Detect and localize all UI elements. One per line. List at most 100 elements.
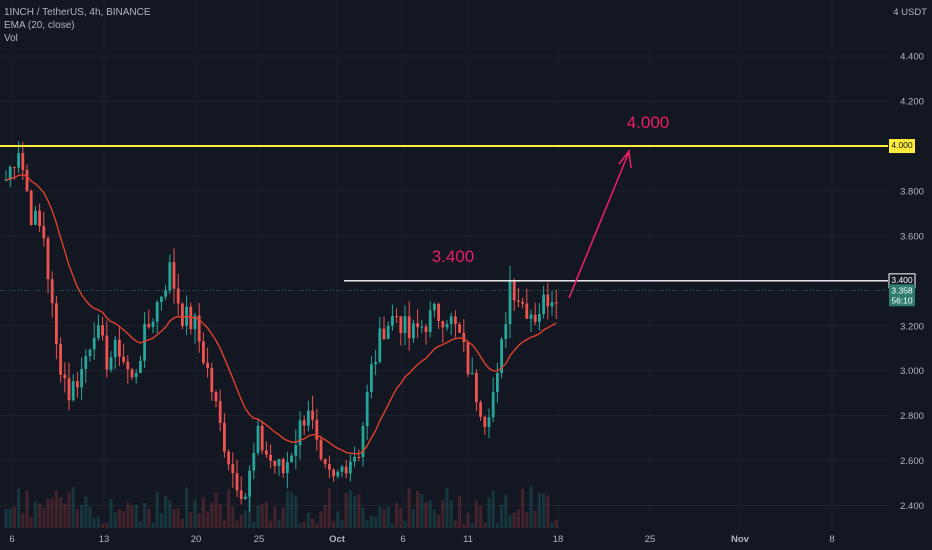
volume-bar xyxy=(138,521,142,528)
volume-bar xyxy=(101,523,105,528)
volume-bar xyxy=(185,487,189,528)
arrow-head-icon xyxy=(618,148,632,169)
candle-body xyxy=(521,301,524,304)
candle-body xyxy=(248,470,251,497)
candle-body xyxy=(315,419,319,440)
candle-body xyxy=(294,445,298,456)
volume-legend[interactable]: Vol xyxy=(4,33,18,44)
volume-bar xyxy=(84,496,88,528)
candle-body xyxy=(529,314,533,319)
volume-bar xyxy=(470,523,474,528)
volume-bar xyxy=(63,503,67,528)
candle-body xyxy=(365,391,369,427)
volume-bar xyxy=(256,505,260,528)
volume-bar xyxy=(323,505,327,528)
candle-body xyxy=(113,339,117,358)
volume-bar xyxy=(495,523,499,528)
volume-bar xyxy=(235,520,239,528)
volume-bar xyxy=(525,512,529,528)
candle-body xyxy=(109,357,113,370)
y-tick-label: 4.400 xyxy=(900,52,924,63)
candle-body xyxy=(357,456,361,458)
volume-bar xyxy=(210,502,214,528)
candle-body xyxy=(407,316,411,339)
volume-bar xyxy=(437,514,441,528)
candle-body xyxy=(277,458,281,466)
candle-body xyxy=(17,152,20,168)
volume-bar xyxy=(164,496,168,528)
volume-bar xyxy=(243,510,247,528)
y-tick-label: 3.000 xyxy=(900,366,924,377)
candle-body xyxy=(155,302,159,322)
volume-bar xyxy=(143,502,147,528)
volume-bar xyxy=(33,501,37,528)
volume-bar xyxy=(193,500,197,528)
volume-bar xyxy=(542,493,546,528)
volume-bar xyxy=(222,520,226,528)
volume-bar xyxy=(172,509,176,528)
price-axis[interactable]: 4 USDT 4.400 4.200 3.800 3.600 3.200 3.000 2.80… xyxy=(888,0,932,550)
volume-bar xyxy=(260,504,264,528)
ema-legend[interactable]: EMA (20, close) xyxy=(4,20,75,31)
candle-body xyxy=(80,369,83,388)
candle-body xyxy=(97,325,100,338)
candle-body xyxy=(441,320,445,328)
candle-body xyxy=(139,360,142,373)
candle-body xyxy=(323,459,327,465)
candle-body xyxy=(286,462,289,474)
y-tick-label: 2.600 xyxy=(900,456,924,467)
volume-bar xyxy=(227,488,231,528)
volume-bar xyxy=(25,490,29,528)
candle-body xyxy=(67,378,71,401)
candle-body xyxy=(130,369,134,378)
candle-body xyxy=(449,316,453,324)
candle-body xyxy=(29,190,33,225)
level-tag-text: 3.400 xyxy=(891,275,913,285)
x-tick-label: Oct xyxy=(329,534,346,545)
chart-legend: 1INCH / TetherUS, 4h, BINANCE EMA (20, c… xyxy=(4,6,151,45)
candle-body xyxy=(517,300,520,302)
y-tick-label: 3.200 xyxy=(900,321,924,332)
ema-line xyxy=(5,174,557,455)
candle-body xyxy=(34,210,37,225)
volume-bar xyxy=(348,490,352,528)
candle-body xyxy=(160,296,163,303)
candle-body xyxy=(378,328,382,363)
volume-bar xyxy=(67,492,71,528)
volume-bar xyxy=(483,522,487,528)
volume-bar xyxy=(466,512,470,528)
volume-bar xyxy=(4,508,8,528)
candle-body xyxy=(332,469,335,477)
candle-body xyxy=(63,374,67,379)
candle-body xyxy=(8,166,12,181)
candle-body xyxy=(328,464,331,470)
candle-body xyxy=(475,373,478,403)
x-tick-label: 8 xyxy=(829,534,834,545)
volume-bar xyxy=(206,511,210,528)
candle-body xyxy=(391,315,394,326)
candle-body xyxy=(550,302,554,307)
volume-bar xyxy=(294,495,298,528)
volume-bar xyxy=(214,492,218,528)
volume-bar xyxy=(54,490,58,528)
candle-body xyxy=(84,356,88,370)
volume-bar xyxy=(122,510,126,528)
volume-bar xyxy=(474,500,478,528)
candle-body xyxy=(437,303,440,321)
volume-bar xyxy=(315,523,319,528)
candle-body xyxy=(554,302,558,304)
symbol-title[interactable]: 1INCH / TetherUS, 4h, BINANCE xyxy=(4,7,151,18)
volume-bar xyxy=(75,509,79,528)
time-axis[interactable]: 6 13 20 25 Oct 6 11 18 25 Nov 8 xyxy=(9,534,834,545)
candle-body xyxy=(382,328,386,340)
candle-body xyxy=(193,315,197,330)
candle-body xyxy=(420,326,424,328)
volume-bar xyxy=(189,511,193,528)
candle-body xyxy=(181,303,184,326)
candle-body xyxy=(508,281,512,325)
volume-bar xyxy=(38,503,42,528)
volume-bar xyxy=(416,491,420,528)
volume-bar xyxy=(327,488,331,528)
